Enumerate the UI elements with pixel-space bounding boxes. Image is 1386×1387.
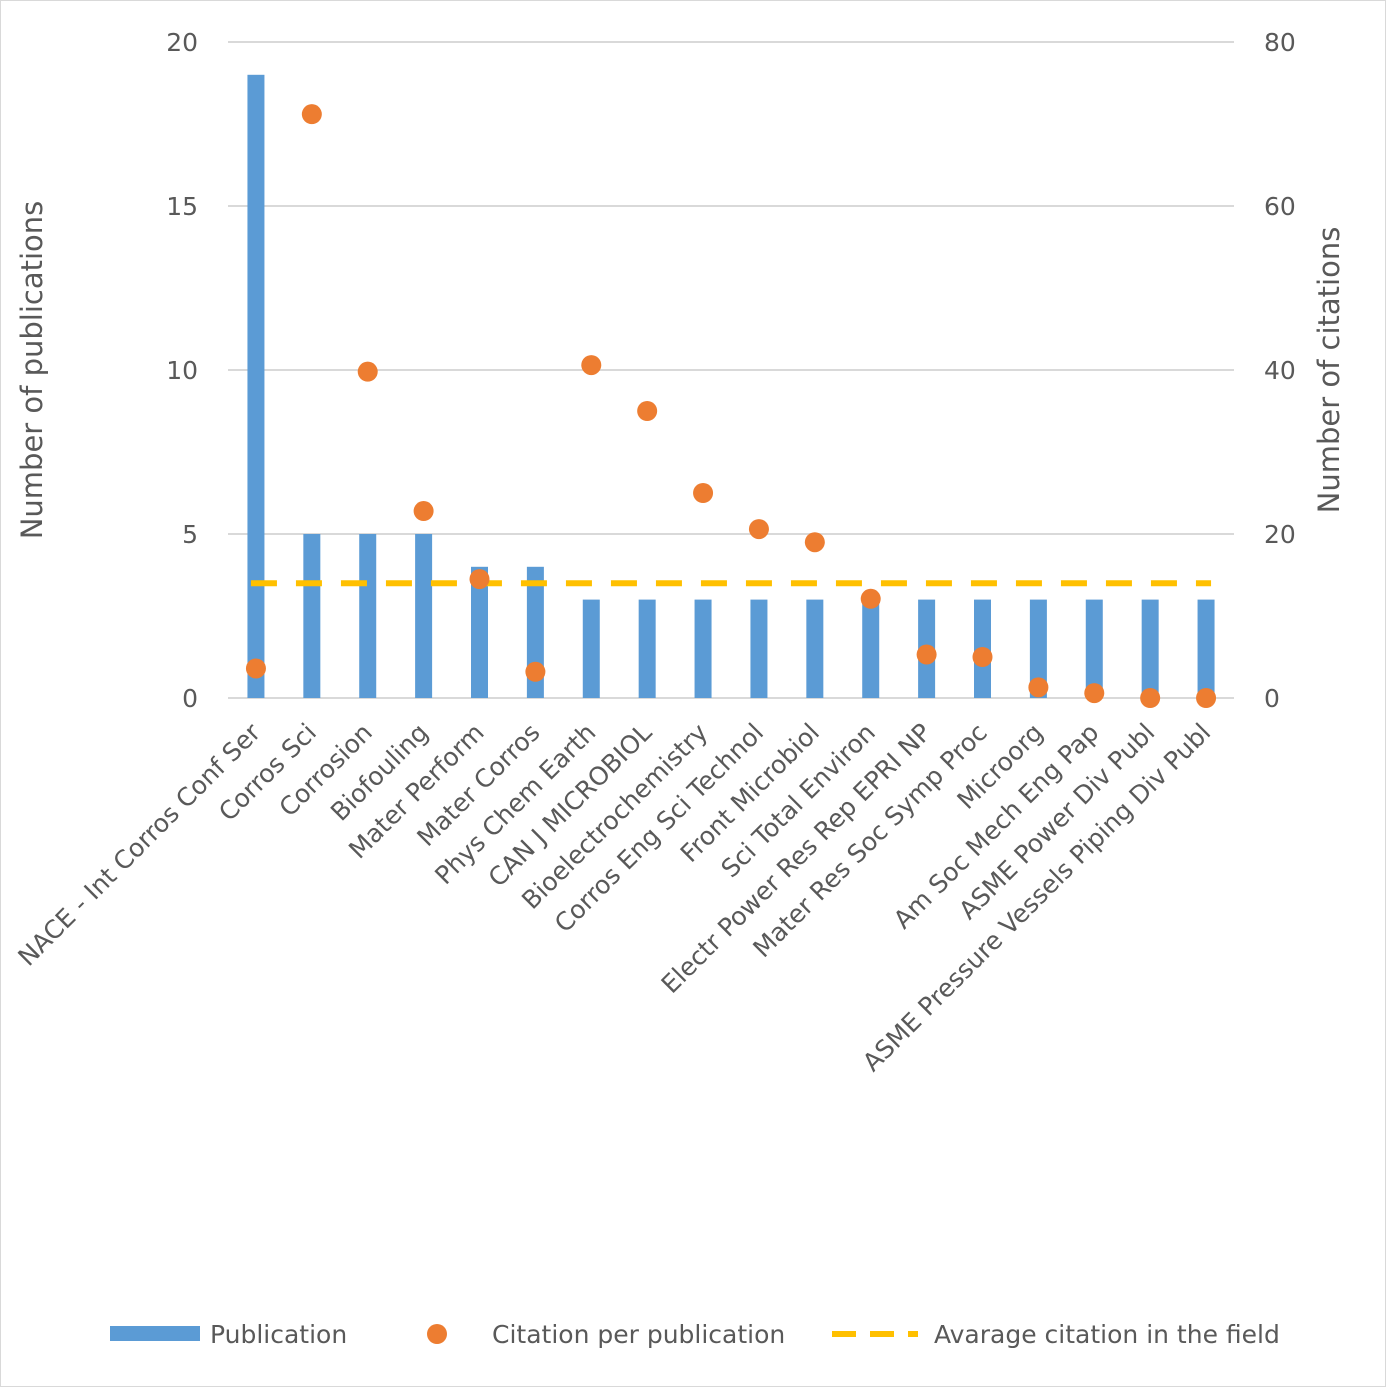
bar (582, 599, 600, 698)
citation-point (972, 647, 993, 667)
bar (694, 599, 712, 698)
citation-point (1028, 677, 1049, 698)
bar (471, 566, 488, 698)
legend: Publication Citation per publication Ava… (110, 1320, 1280, 1349)
citation-point (748, 519, 769, 540)
right-tick-label: 60 (1264, 192, 1296, 221)
citation-point (804, 532, 825, 553)
citation-point (469, 569, 490, 590)
legend-publication-label: Publication (210, 1320, 347, 1349)
bar (1085, 599, 1103, 698)
citation-point (860, 588, 881, 609)
bar (359, 534, 377, 698)
bar (415, 534, 433, 698)
right-axis-title: Number of citations (1312, 227, 1346, 514)
legend-citation-swatch (427, 1324, 447, 1344)
bar (806, 599, 824, 698)
citation-point (1084, 683, 1105, 704)
legend-publication-swatch (110, 1326, 200, 1341)
category-label: NACE - Int Corros Conf Ser (12, 717, 266, 971)
citation-point (301, 104, 322, 125)
left-tick-label: 5 (182, 520, 198, 549)
citation-point (693, 483, 714, 503)
bar (1141, 599, 1159, 698)
citation-dots (245, 104, 1217, 708)
gridlines (228, 41, 1234, 699)
bar (303, 534, 321, 698)
citation-point (525, 661, 546, 682)
citation-point (916, 644, 937, 665)
right-tick-label: 40 (1264, 356, 1296, 385)
citation-point (1140, 688, 1161, 708)
citation-point (637, 401, 658, 421)
bar (247, 74, 265, 699)
left-tick-label: 15 (166, 192, 198, 221)
citation-point (357, 361, 378, 382)
right-axis-ticks: 0 20 40 60 80 (1264, 28, 1296, 713)
citation-point (413, 501, 434, 522)
left-tick-label: 10 (166, 356, 198, 385)
left-axis-title: Number of publications (15, 201, 49, 540)
bar (1029, 599, 1047, 698)
legend-average-label: Avarage citation in the field (934, 1320, 1280, 1349)
bar (750, 599, 768, 698)
left-tick-label: 20 (166, 28, 198, 57)
citation-point (1196, 688, 1217, 708)
bar (862, 599, 880, 698)
bar (638, 599, 656, 698)
legend-citation-label: Citation per publication (492, 1320, 785, 1349)
left-axis-ticks: 0 5 10 15 20 (166, 28, 198, 713)
right-tick-label: 20 (1264, 520, 1296, 549)
citation-point (581, 355, 602, 376)
citation-point (245, 658, 266, 679)
right-tick-label: 80 (1264, 28, 1296, 57)
bar (1197, 599, 1215, 698)
left-tick-label: 0 (182, 684, 198, 713)
publication-bars (247, 74, 1215, 699)
right-tick-label: 0 (1264, 684, 1280, 713)
